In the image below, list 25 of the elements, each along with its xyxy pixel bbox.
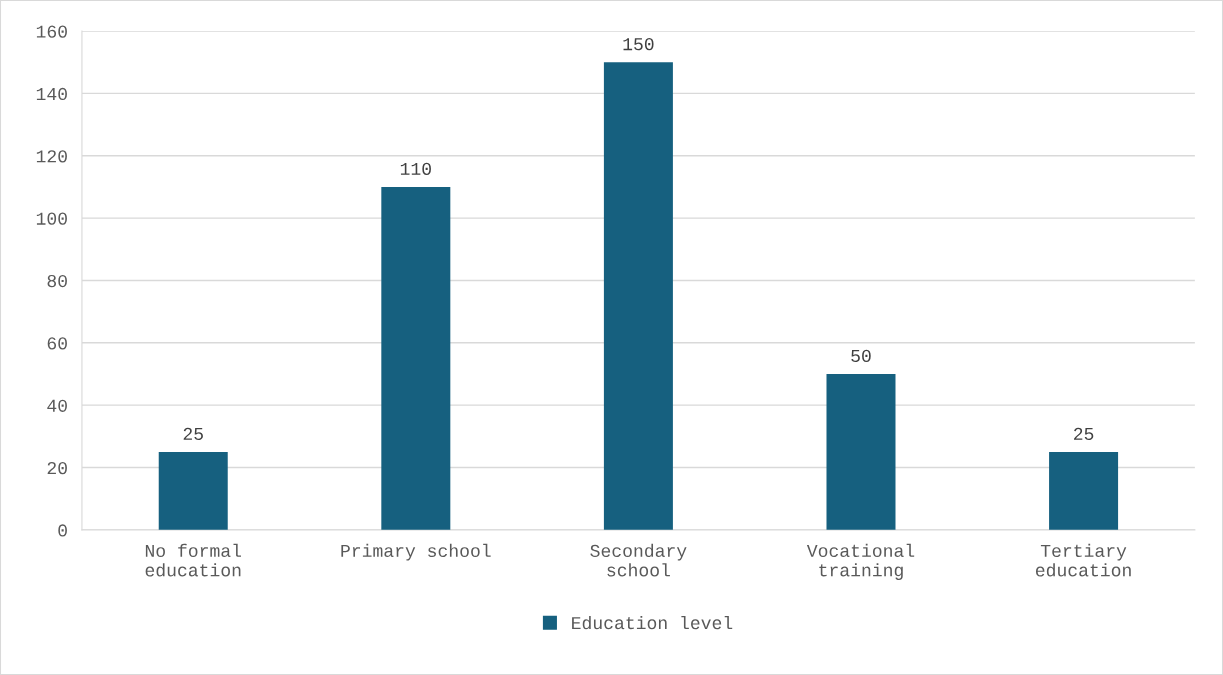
x-tick-label: No formal education <box>145 543 241 577</box>
data-label: 150 <box>623 38 654 51</box>
y-tick-label: 0 <box>58 524 67 537</box>
bar <box>158 451 228 530</box>
y-tick-label: 20 <box>47 461 67 475</box>
bar <box>1049 451 1119 530</box>
y-tick-label: 140 <box>36 87 67 101</box>
bar <box>826 373 896 530</box>
y-tick-label: 80 <box>47 274 67 288</box>
y-tick-label: 40 <box>47 399 67 412</box>
x-tick-label: Secondary school <box>590 543 687 577</box>
data-label: 50 <box>851 349 871 363</box>
y-tick-label: 160 <box>36 25 67 38</box>
data-label: 25 <box>183 427 203 441</box>
bar <box>603 62 673 530</box>
bar <box>381 186 451 530</box>
x-tick-label: Vocational training <box>806 543 915 581</box>
x-tick-label: Primary school <box>341 543 491 561</box>
data-label: 25 <box>1074 427 1094 441</box>
y-tick-label: 100 <box>36 212 67 225</box>
x-tick-label: Tertiary education <box>1035 543 1131 577</box>
data-label: 110 <box>400 162 431 176</box>
y-tick-label: 120 <box>36 150 67 163</box>
y-tick-label: 60 <box>47 337 67 350</box>
legend-label: Education level <box>572 615 733 630</box>
